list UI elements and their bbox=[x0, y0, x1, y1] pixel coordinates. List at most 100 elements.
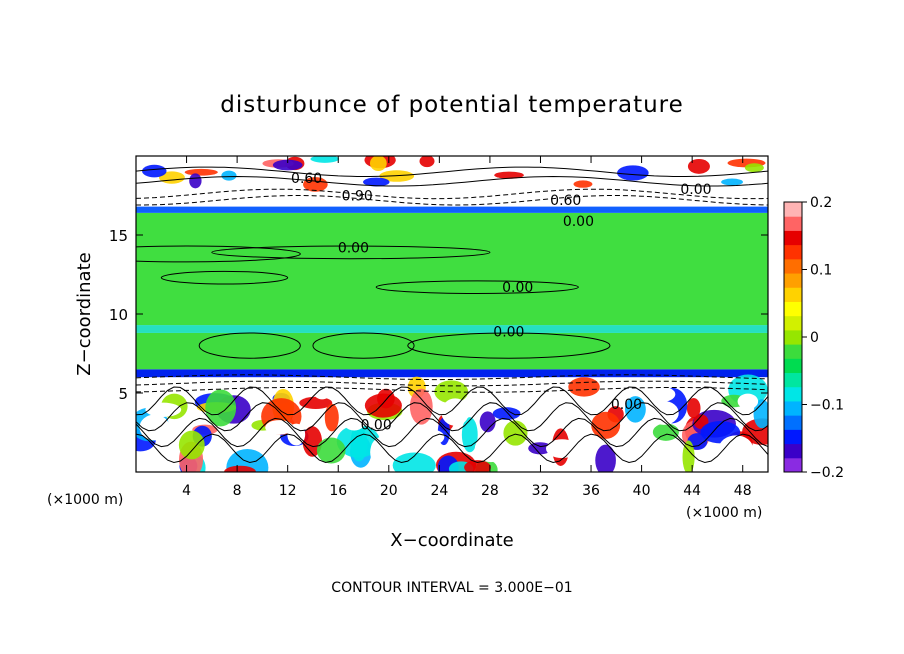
chart-title: disturbunce of potential temperature bbox=[220, 92, 684, 118]
field-band bbox=[136, 369, 768, 378]
field-blob bbox=[474, 435, 507, 463]
colorbar-tick-label: −0.1 bbox=[810, 398, 844, 414]
field-band bbox=[136, 187, 768, 207]
field-blob bbox=[652, 423, 679, 441]
x-tick-label: 40 bbox=[633, 483, 651, 499]
x-tick-label: 12 bbox=[279, 483, 297, 499]
colorbar-swatch bbox=[784, 216, 802, 231]
colorbar-swatch bbox=[784, 358, 802, 374]
field-blob bbox=[686, 397, 701, 419]
contour-line bbox=[136, 417, 768, 448]
x-tick-label: 44 bbox=[683, 483, 701, 499]
colorbar-swatch bbox=[784, 344, 802, 359]
y-axis-ticks: 5 10 15 bbox=[109, 227, 768, 403]
field-band bbox=[136, 206, 768, 213]
y-tick-label: 10 bbox=[109, 306, 128, 324]
field-blob bbox=[369, 156, 387, 171]
colorbar-tick-label: −0.2 bbox=[810, 465, 844, 481]
field-blob bbox=[721, 178, 743, 186]
x-tick-label: 16 bbox=[329, 483, 347, 499]
colorbar-swatch bbox=[784, 273, 802, 288]
field-blob bbox=[737, 393, 759, 410]
contour-label: 0.60 bbox=[291, 171, 322, 187]
contour-loop bbox=[136, 245, 301, 263]
contour-line bbox=[136, 166, 768, 177]
x-unit-left: (×1000 m) bbox=[47, 492, 123, 508]
field-blob bbox=[189, 173, 202, 189]
field-blob bbox=[313, 386, 331, 400]
contour-label: 0.60 bbox=[550, 193, 581, 209]
contour-loop bbox=[160, 270, 289, 285]
field-blob bbox=[595, 444, 616, 472]
field-blob bbox=[184, 168, 218, 176]
field-blob bbox=[139, 414, 170, 441]
field-blob bbox=[503, 420, 528, 446]
field-blob bbox=[753, 399, 768, 429]
x-axis-label: X−coordinate bbox=[390, 530, 513, 551]
colorbar-swatch bbox=[784, 258, 802, 274]
x-tick-label: 36 bbox=[582, 483, 600, 499]
contour-interval-note: CONTOUR INTERVAL = 3.000E−01 bbox=[331, 580, 572, 596]
field-blob bbox=[617, 165, 649, 181]
field-blob bbox=[310, 156, 340, 163]
field-blob bbox=[541, 463, 558, 472]
colorbar-swatch bbox=[784, 429, 802, 445]
colorbar-tick-label: 0 bbox=[810, 330, 819, 346]
contour-line bbox=[136, 433, 768, 464]
field-blob bbox=[441, 398, 470, 426]
field-band bbox=[136, 212, 768, 326]
contour-label: 0.00 bbox=[493, 324, 524, 340]
field-band bbox=[136, 325, 768, 333]
field-blob bbox=[299, 396, 333, 409]
field-blob bbox=[224, 465, 256, 472]
field-blob bbox=[392, 452, 436, 472]
colorbar-swatch bbox=[784, 386, 802, 402]
field-blob bbox=[178, 430, 205, 460]
field-blob bbox=[494, 171, 524, 179]
colorbar-swatch bbox=[784, 230, 802, 246]
field-blob bbox=[316, 437, 346, 464]
colorbar-swatch bbox=[784, 400, 802, 416]
contour-lines bbox=[136, 166, 768, 464]
contour-loop bbox=[407, 332, 611, 359]
contour-label: 0.00 bbox=[611, 397, 642, 413]
contour-label: 0.00 bbox=[338, 241, 369, 257]
field-blob bbox=[573, 180, 593, 188]
x-axis-ticks: 4 8 12 16 20 24 28 32 36 40 44 48 bbox=[182, 156, 752, 499]
x-tick-label: 32 bbox=[532, 483, 550, 499]
colorbar-swatch bbox=[784, 415, 802, 430]
field-blob bbox=[464, 460, 491, 472]
contour-loop bbox=[198, 332, 301, 359]
contour-labels: 0.60 0.90 0.60 0.00 0.00 0.00 0.00 0.00 0.00 0.00 bbox=[291, 171, 711, 433]
contour-line bbox=[136, 387, 768, 393]
field-blob bbox=[492, 407, 521, 420]
field-blob bbox=[265, 420, 294, 435]
field-band bbox=[136, 156, 768, 188]
x-tick-label: 4 bbox=[182, 483, 191, 499]
field-blob bbox=[419, 156, 435, 168]
field-blob bbox=[221, 170, 237, 181]
colorbar-swatch bbox=[784, 315, 802, 331]
field-blob bbox=[568, 377, 600, 397]
field-blob bbox=[644, 386, 676, 403]
contour-line bbox=[136, 402, 768, 432]
colorbar-swatch bbox=[784, 372, 802, 388]
colorbar-swatch bbox=[784, 443, 802, 459]
field-blob bbox=[479, 411, 496, 433]
field-blob bbox=[362, 177, 390, 187]
field-blob bbox=[687, 158, 710, 174]
field-blob bbox=[324, 403, 339, 432]
contour-line bbox=[136, 380, 768, 387]
y-tick-label: 5 bbox=[118, 385, 128, 403]
field-blob bbox=[377, 388, 395, 409]
contour-line bbox=[136, 195, 768, 206]
colorbar: 0.2 0.1 0 −0.1 −0.2 bbox=[783, 195, 844, 481]
plot-area: 0.60 0.90 0.60 0.00 0.00 0.00 0.00 0.00 0.00 0.00 bbox=[135, 155, 769, 473]
contour-line bbox=[136, 386, 768, 416]
colorbar-swatch bbox=[784, 301, 802, 317]
x-tick-label: 28 bbox=[481, 483, 499, 499]
y-axis-label: Z−coordinate bbox=[74, 252, 95, 375]
colorbar-tick-label: 0.2 bbox=[810, 195, 832, 211]
field-blob bbox=[409, 388, 433, 425]
